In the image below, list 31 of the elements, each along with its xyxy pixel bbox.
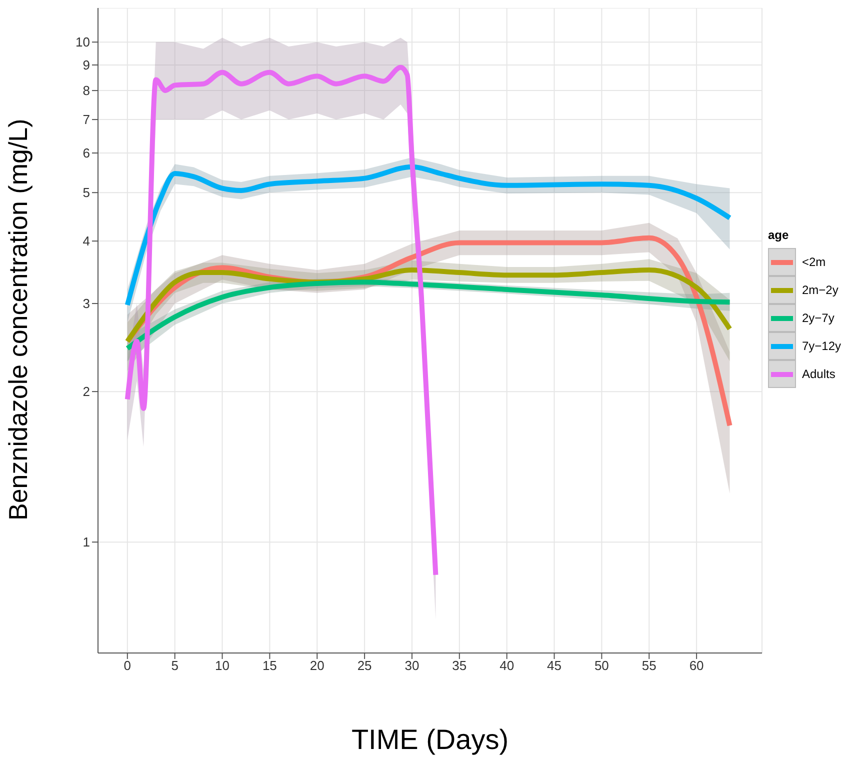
x-tick-label: 60 bbox=[689, 658, 704, 674]
y-tick-label: 3 bbox=[82, 296, 90, 312]
x-tick-label: 55 bbox=[642, 658, 656, 674]
x-tick-label: 30 bbox=[404, 658, 420, 674]
x-tick-label: 45 bbox=[547, 658, 562, 674]
x-tick-label: 10 bbox=[215, 658, 230, 674]
x-tick-label: 0 bbox=[124, 658, 132, 674]
legend-title: age bbox=[768, 228, 790, 242]
y-tick-label: 8 bbox=[82, 83, 90, 98]
legend-label: <2m bbox=[802, 255, 826, 269]
x-tick-label: 40 bbox=[500, 658, 514, 674]
x-tick-label: 25 bbox=[357, 658, 372, 674]
x-axis-title: TIME (Days) bbox=[351, 724, 509, 755]
y-tick-label: 2 bbox=[82, 384, 90, 400]
legend-label: 2m−2y bbox=[802, 283, 838, 297]
y-tick-label: 7 bbox=[82, 112, 90, 128]
y-tick-label: 6 bbox=[82, 146, 90, 161]
legend-label: Adults bbox=[802, 367, 836, 381]
legend-label: 2y−7y bbox=[802, 311, 834, 325]
x-tick-label: 50 bbox=[594, 658, 609, 674]
y-tick-label: 4 bbox=[82, 234, 90, 249]
x-tick-label: 20 bbox=[310, 658, 324, 674]
x-tick-label: 15 bbox=[262, 658, 277, 674]
x-tick-label: 35 bbox=[452, 658, 467, 674]
y-tick-label: 5 bbox=[82, 185, 90, 200]
y-tick-label: 9 bbox=[82, 58, 90, 73]
legend-label: 7y−12y bbox=[802, 339, 842, 353]
y-tick-label: 1 bbox=[82, 534, 90, 550]
y-tick-label: 10 bbox=[76, 34, 90, 50]
x-tick-label: 5 bbox=[171, 658, 178, 674]
y-axis-title: Benznidazole concentration (mg/L) bbox=[3, 118, 34, 520]
